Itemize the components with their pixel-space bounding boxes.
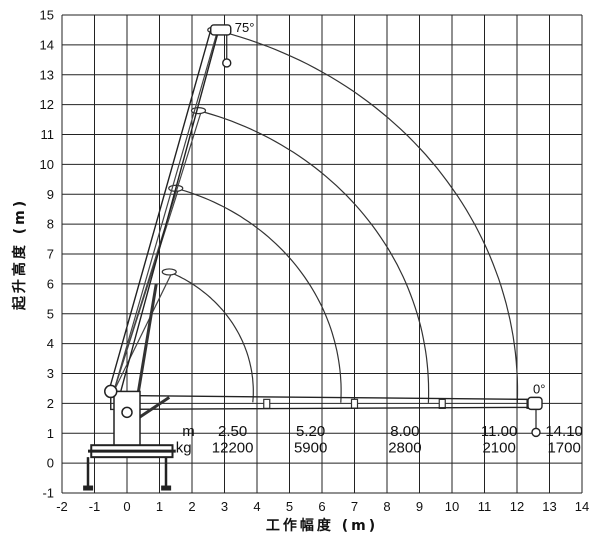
angle-label-max: 75° — [235, 20, 255, 35]
x-tick-label: 12 — [510, 499, 524, 514]
x-tick-label: -2 — [56, 499, 68, 514]
x-tick-label: 11 — [478, 499, 492, 514]
y-tick-label: 3 — [47, 366, 54, 381]
y-tick-label: 4 — [47, 336, 54, 351]
raised-boom-head — [210, 24, 232, 36]
grid — [61, 14, 583, 494]
x-tick-label: -1 — [89, 499, 101, 514]
boom-arc — [214, 29, 519, 404]
x-tick-label: 2 — [188, 499, 195, 514]
outrigger-foot-right — [161, 485, 172, 491]
column-pin — [121, 406, 133, 419]
load-table: 2.50 5.20 8.00 11.00 14.10 12200 5900 2800 2100 1… — [212, 423, 583, 456]
horizontal-boom-head — [527, 396, 543, 411]
horizontal-section-joint — [263, 398, 271, 409]
y-tick-label: 12 — [40, 97, 54, 112]
y-axis-title: 起升高度 (m) — [11, 198, 28, 311]
angle-label-min: 0° — [533, 381, 545, 396]
radius-value: 8.00 — [390, 423, 419, 440]
y-tick-label: 15 — [40, 8, 54, 23]
raised-boom-section — [113, 29, 219, 392]
x-tick-label: 1 — [156, 499, 163, 514]
boom-arc — [169, 271, 254, 403]
x-tick-label: 13 — [542, 499, 556, 514]
y-tick-label: 14 — [40, 37, 54, 52]
horizontal-section-joint — [438, 398, 446, 409]
radius-value: 11.00 — [481, 423, 517, 440]
y-tick-label: 9 — [47, 187, 54, 202]
y-tick-label: 10 — [40, 157, 54, 172]
raised-boom-section — [113, 271, 173, 392]
load-unit-label: kg — [176, 440, 192, 457]
x-tick-label: 3 — [221, 499, 228, 514]
horizontal-section-joint — [350, 398, 359, 409]
y-tick-label: 13 — [40, 67, 54, 82]
load-value: 5900 — [294, 440, 327, 457]
load-value: 2100 — [482, 440, 515, 457]
raised-hook-icon — [222, 58, 232, 68]
y-tick-label: 1 — [47, 426, 54, 441]
raised-section-joint — [161, 268, 177, 276]
y-tick-label: 8 — [47, 217, 54, 232]
y-tick-label: 6 — [47, 276, 54, 291]
horizontal-hook-icon — [531, 427, 541, 438]
x-tick-label: 5 — [286, 499, 293, 514]
radius-unit-label: m — [182, 423, 195, 440]
boom-arc — [175, 187, 342, 403]
x-tick-label: 6 — [318, 499, 325, 514]
radius-value: 14.10 — [545, 423, 583, 440]
tick-labels: -2 -1 0 1 2 3 4 5 6 7 8 9 10 11 12 13 14-101234567891011… — [40, 8, 590, 515]
y-tick-label: 2 — [47, 396, 54, 411]
boom-arc — [198, 110, 430, 403]
x-tick-label: 10 — [445, 499, 459, 514]
load-value: 1700 — [547, 440, 580, 457]
x-tick-label: 14 — [575, 499, 589, 514]
y-tick-label: 11 — [41, 127, 55, 142]
load-value: 12200 — [212, 440, 254, 457]
x-tick-label: 8 — [383, 499, 390, 514]
y-tick-label: 5 — [47, 306, 54, 321]
crane-column — [113, 390, 141, 449]
boom-pivot — [104, 384, 118, 399]
raised-boom-section — [113, 110, 203, 392]
x-tick-label: 7 — [351, 499, 358, 514]
boom-arcs — [169, 29, 519, 404]
radius-value: 5.20 — [296, 423, 325, 440]
y-tick-label: -1 — [42, 486, 54, 501]
crane-drawing — [83, 24, 543, 491]
y-tick-label: 7 — [47, 247, 54, 262]
outrigger-foot-left — [83, 485, 94, 491]
x-tick-label: 9 — [416, 499, 423, 514]
x-axis-title: 工作幅度 (m) — [266, 517, 378, 534]
x-tick-label: 4 — [253, 499, 260, 514]
y-tick-label: 0 — [47, 456, 54, 471]
load-value: 2800 — [388, 440, 421, 457]
radius-value: 2.50 — [218, 423, 247, 440]
x-tick-label: 0 — [123, 499, 130, 514]
